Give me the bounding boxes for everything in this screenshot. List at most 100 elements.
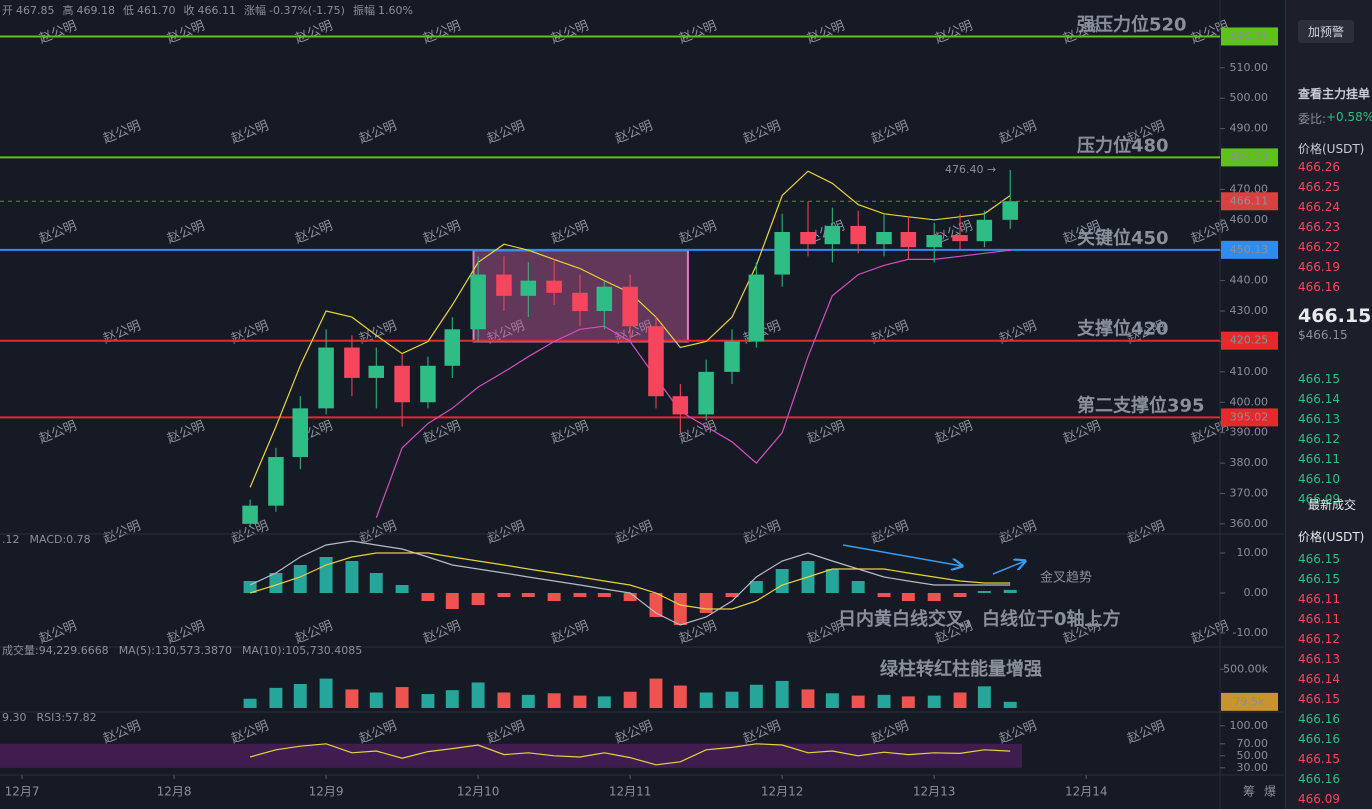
alert-button[interactable]: 加预警	[1298, 20, 1355, 43]
macd-dea	[249, 552, 1011, 610]
level-label: 支撑位420	[1076, 318, 1169, 340]
volume-bar	[597, 696, 611, 708]
volume-bar	[1003, 701, 1017, 708]
bid-price: 466.15	[1298, 372, 1340, 386]
rsi-band	[0, 743, 1022, 768]
book-title[interactable]: 查看主力挂单	[1298, 87, 1371, 101]
level-tag	[1221, 331, 1278, 350]
macd-bar	[953, 593, 967, 597]
candle-body	[850, 225, 866, 245]
last-price-usd: $466.15	[1298, 328, 1348, 342]
volume-bar	[927, 695, 941, 708]
volume-bar	[421, 694, 435, 708]
y-tick-label: 500.00	[1230, 91, 1269, 104]
candle-body	[698, 371, 714, 415]
x-tick-label: 12月14	[1065, 785, 1108, 799]
y-tick-label: 400.00	[1230, 395, 1269, 408]
volume-bar	[471, 682, 485, 708]
candle-body	[724, 341, 740, 372]
macd-bar	[445, 593, 459, 609]
price-header: 价格(USDT)	[1298, 142, 1365, 156]
footer-icon[interactable]: 筹	[1243, 785, 1255, 799]
y-tick-label: -10.00	[1233, 626, 1268, 639]
level-tag-label: 450.13	[1230, 243, 1269, 256]
indicator-label: 成交量:94,229.6668	[2, 643, 109, 657]
macd-bar	[521, 593, 535, 597]
trade-price: 466.13	[1298, 652, 1340, 666]
level-label: 第二支撑位395	[1077, 394, 1205, 416]
bid-price: 466.14	[1298, 392, 1340, 406]
macd-bar	[725, 593, 739, 597]
volume-bar	[877, 694, 891, 708]
candle-body	[496, 274, 512, 296]
ohlc-item: 467.85	[16, 4, 55, 17]
x-tick-label: 12月9	[309, 785, 344, 799]
macd-bar	[421, 593, 435, 601]
y-tick-label: 460.00	[1230, 213, 1269, 226]
volume-bar	[547, 693, 561, 708]
y-tick-label: 0.00	[1244, 586, 1269, 599]
arrow	[992, 561, 1025, 575]
candle-body	[572, 292, 588, 312]
macd-bar	[825, 569, 839, 593]
ask-price: 466.23	[1298, 220, 1340, 234]
candle-body	[268, 456, 284, 506]
macd-bar	[471, 593, 485, 605]
current-price-tag	[1221, 192, 1278, 211]
volume-bar	[293, 684, 307, 708]
background	[0, 0, 1284, 809]
ohlc-item: 涨幅	[244, 4, 266, 17]
ask-price: 466.22	[1298, 240, 1340, 254]
trades-title: 最新成交	[1308, 498, 1357, 512]
level-tag	[1221, 240, 1278, 259]
candle-body	[368, 365, 385, 378]
y-tick-label: 10.00	[1237, 546, 1269, 559]
macd-bar	[497, 593, 511, 597]
candle-body	[926, 235, 942, 248]
volume-bar	[673, 685, 687, 708]
candle-body	[648, 326, 664, 397]
footer-icon[interactable]: 爆	[1264, 785, 1276, 799]
level-tag	[1221, 408, 1278, 427]
volume-bar	[749, 684, 763, 708]
y-tick-label: 440.00	[1230, 274, 1269, 287]
volume-bar	[825, 693, 839, 708]
trade-price: 466.15	[1298, 572, 1340, 586]
y-tick-label: 50.00	[1237, 749, 1269, 762]
level-tag	[1221, 148, 1278, 167]
level-label: 强压力位520	[1077, 13, 1187, 35]
trade-price: 466.09	[1298, 792, 1340, 806]
macd-bar	[977, 591, 991, 593]
trade-price: 466.15	[1298, 552, 1340, 566]
macd-bar	[597, 593, 611, 597]
macd-bar	[699, 593, 713, 613]
level-tag-label: 520.31	[1230, 29, 1269, 42]
bid-price: 466.12	[1298, 432, 1340, 446]
y-tick-label: 100.00	[1230, 719, 1269, 732]
level-label: 压力位480	[1077, 134, 1169, 156]
annotation: 金叉趋势	[1040, 570, 1092, 586]
macd-bar	[623, 593, 637, 601]
level-tag-label: 480.53	[1230, 150, 1269, 163]
x-tick-label: 12月11	[609, 785, 652, 799]
candle-body	[394, 365, 410, 403]
volume-bar	[345, 689, 359, 708]
bid-price: 466.13	[1298, 412, 1340, 426]
volume-bar	[851, 695, 865, 708]
ask-price: 466.16	[1298, 280, 1340, 294]
candle-body	[976, 219, 993, 242]
macd-bar	[877, 593, 891, 597]
x-tick-label: 12月8	[157, 785, 192, 799]
volume-bar	[243, 698, 257, 708]
volume-bar	[699, 692, 713, 708]
bollinger-lower	[375, 249, 1011, 519]
macd-bar	[901, 593, 915, 601]
candle-body	[444, 329, 461, 366]
candle-body	[672, 396, 689, 415]
volume-bar	[269, 687, 283, 708]
trade-price: 466.15	[1298, 692, 1340, 706]
volume-bar	[901, 696, 915, 708]
candle-body	[952, 235, 968, 242]
chart: 赵公明 赵公明 赵公明 赵公明 赵公明 赵公明 赵公明 赵公明 赵公明 赵公明赵公明 赵公明 赵公明赵…	[0, 0, 1284, 809]
